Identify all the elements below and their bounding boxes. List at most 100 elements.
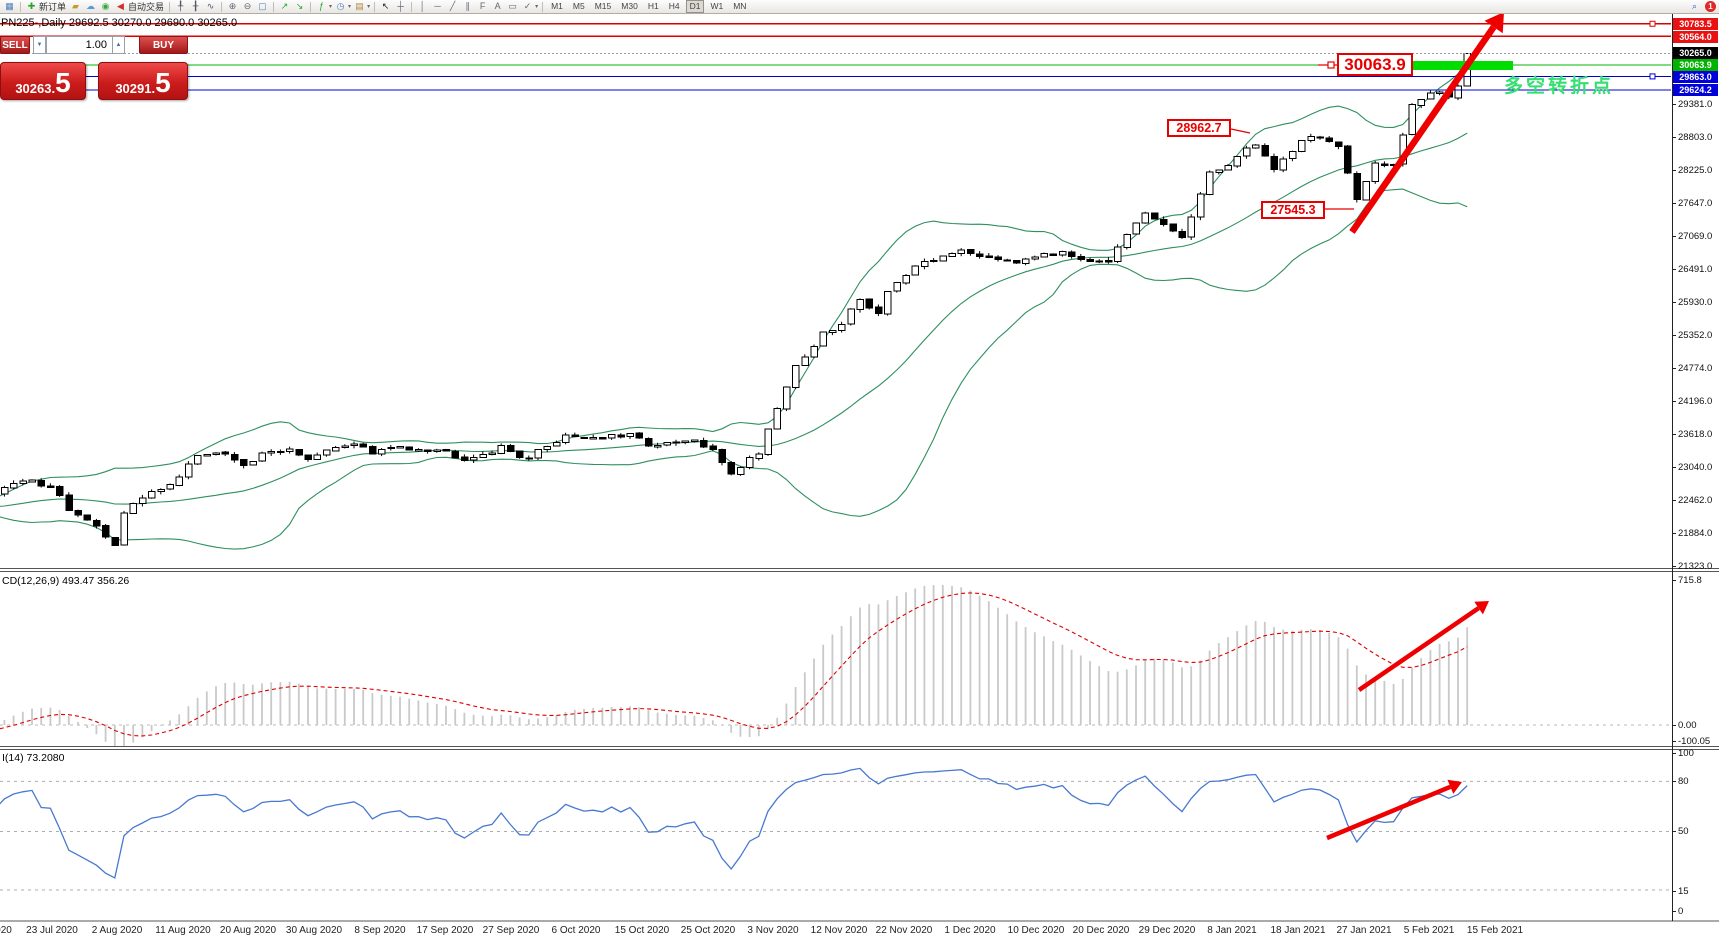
time-axis-label: 13 Jul 2020 <box>0 925 12 936</box>
time-axis-label: 20 Aug 2020 <box>219 925 277 936</box>
time-axis-label: 15 Feb 2021 <box>1466 925 1524 936</box>
zoom-in-icon[interactable]: ⊕ <box>228 0 237 11</box>
scale-tick-mark <box>1672 532 1676 534</box>
resistance-price-label[interactable]: 30063.9 <box>1337 53 1413 76</box>
search-icon[interactable]: ⌕ <box>1691 0 1698 11</box>
buy-button[interactable]: BUY <box>139 36 188 54</box>
scale-tick-mark <box>1672 752 1676 754</box>
rsi-label: I(14) 73.2080 <box>2 752 65 764</box>
price-tick-label: 0 <box>1678 905 1684 917</box>
tile-windows-icon[interactable]: ▢ <box>258 0 267 11</box>
label-icon[interactable]: ▭ <box>508 0 517 11</box>
indicators-icon-dropdown[interactable]: ▾ <box>329 4 333 10</box>
scale-tick-mark <box>1672 780 1676 782</box>
pivot-point-text[interactable]: 多空转折点 <box>1504 76 1615 97</box>
chart-window-icon[interactable]: ▦ <box>5 0 14 11</box>
toolbar-separator <box>310 1 312 12</box>
sell-price-tile[interactable]: 30263. 5 <box>0 62 86 100</box>
scale-tick-mark <box>1672 103 1676 105</box>
price-tick-label: 28225.0 <box>1678 164 1713 176</box>
timeframe-m1[interactable]: M1 <box>551 1 563 11</box>
timeframe-m30[interactable]: M30 <box>621 1 638 11</box>
price-tick-label: 27647.0 <box>1678 197 1713 209</box>
scale-tick-mark <box>1672 830 1676 832</box>
notification-icon[interactable]: 1 <box>1705 1 1716 12</box>
one-click-trading-panel: SELL ▼ ▲ BUY 30263.5 30291.5 <box>0 36 188 100</box>
templates-icon[interactable]: ▤ <box>355 0 364 11</box>
time-axis-label: 30 Aug 2020 <box>285 925 343 936</box>
indicators-icon[interactable]: ƒ <box>319 0 325 11</box>
hline-icon[interactable]: ─ <box>434 0 441 11</box>
gold-icon[interactable]: ▰ <box>72 0 79 11</box>
scale-tick-mark <box>1672 400 1676 402</box>
zoom-out-icon[interactable]: ⊖ <box>243 0 252 11</box>
crosshair-chart-icon[interactable]: ╀ <box>177 0 184 11</box>
time-axis[interactable]: 13 Jul 2020 23 Jul 2020 2 Aug 2020 11 Aug 2… <box>0 922 1719 939</box>
profit-down-icon[interactable]: ↘ <box>295 0 304 11</box>
crosshair-icon[interactable]: ┼ <box>397 0 404 11</box>
toolbar-icons: ▦ ✚ 新订单 ▰ ☁ ◉ ◀ 自动交易 ╀ ╂ ∿ ⊕ ⊖ ▢ ↗ ↘ ƒ ▾ ◷ ▾ ▤ ▾ ↖ ┼ │ ─ ╱ ∥ F A ▭ ✓ ▾ <box>2 0 546 13</box>
time-axis-label: 11 Aug 2020 <box>155 925 211 936</box>
scale-tick-mark <box>1672 169 1676 171</box>
candle-chart-icon[interactable]: ╂ <box>192 0 199 11</box>
volume-input[interactable] <box>46 36 113 54</box>
macd-label: CD(12,26,9) 493.47 356.26 <box>2 575 130 587</box>
price-box-30265.0: 30265.0 <box>1673 47 1718 59</box>
sell-button[interactable]: SELL <box>0 36 30 54</box>
time-axis-label: 1 Dec 2020 <box>944 925 996 936</box>
vline-icon[interactable]: │ <box>419 0 426 11</box>
arrows-icon[interactable]: ✓ <box>523 0 532 11</box>
price-tick-label: 15 <box>1678 885 1689 897</box>
toolbar-separator <box>411 1 413 12</box>
cloud-icon[interactable]: ☁ <box>86 0 96 11</box>
timeframe-h4[interactable]: H4 <box>668 1 680 11</box>
timeframe-m15[interactable]: M15 <box>594 1 612 11</box>
line-chart-icon[interactable]: ∿ <box>206 0 215 11</box>
toolbar-separator <box>169 1 171 12</box>
timeframe-m5[interactable]: M5 <box>572 1 585 11</box>
sell-price-dot: . <box>51 81 56 96</box>
buy-price-dot: . <box>151 81 156 96</box>
price-tick-label: 27069.0 <box>1678 230 1713 242</box>
new-order-icon[interactable]: ✚ <box>27 0 36 11</box>
sell-price-main: 30263 <box>15 81 52 96</box>
toolbar-separator <box>542 1 544 12</box>
toolbar-separator <box>374 1 376 12</box>
price-tick-label: 715.8 <box>1678 574 1702 586</box>
fibo-icon[interactable]: F <box>479 0 486 11</box>
trendline-icon[interactable]: ╱ <box>449 0 456 11</box>
price-tick-label: 25930.0 <box>1678 296 1713 308</box>
periods-icon[interactable]: ◷ <box>336 0 345 11</box>
toolbar-separator <box>273 1 275 12</box>
time-axis-label: 6 Oct 2020 <box>551 925 601 936</box>
price-tick-label: 21884.0 <box>1678 527 1713 539</box>
time-axis-label: 3 Nov 2020 <box>747 925 799 936</box>
buy-price-tile[interactable]: 30291. 5 <box>98 62 188 100</box>
arrows-icon-dropdown[interactable]: ▾ <box>535 4 539 10</box>
templates-icon-dropdown[interactable]: ▾ <box>367 4 371 10</box>
timeframe-h1[interactable]: H1 <box>647 1 659 11</box>
timeframe-mn[interactable]: MN <box>733 1 747 11</box>
price-tick-label: 24196.0 <box>1678 395 1713 407</box>
swing-high-price-label[interactable]: 28962.7 <box>1167 119 1231 137</box>
volume-increase-button[interactable]: ▲ <box>112 36 125 54</box>
signal-icon[interactable]: ◉ <box>101 0 110 11</box>
profit-up-icon[interactable]: ↗ <box>280 0 289 11</box>
price-tick-label: 29381.0 <box>1678 98 1713 110</box>
text-icon[interactable]: A <box>494 0 501 11</box>
volume-decrease-button[interactable]: ▼ <box>33 36 46 54</box>
scale-tick-mark <box>1672 235 1676 237</box>
price-scale[interactable]: 29381.0 28803.0 28225.0 27647.0 27069.0 26491… <box>1672 14 1719 922</box>
time-axis-label: 12 Nov 2020 <box>810 925 868 936</box>
autotrade-icon[interactable]: ◀ <box>117 0 124 11</box>
buy-price-big-digit: 5 <box>155 67 171 98</box>
cursor-icon[interactable]: ↖ <box>381 0 390 11</box>
swing-low-price-label[interactable]: 27545.3 <box>1261 201 1325 219</box>
timeframe-w1[interactable]: W1 <box>710 1 724 11</box>
timeframe-d1[interactable]: D1 <box>685 0 705 13</box>
periods-icon-dropdown[interactable]: ▾ <box>348 4 352 10</box>
channel-icon[interactable]: ∥ <box>465 0 470 11</box>
